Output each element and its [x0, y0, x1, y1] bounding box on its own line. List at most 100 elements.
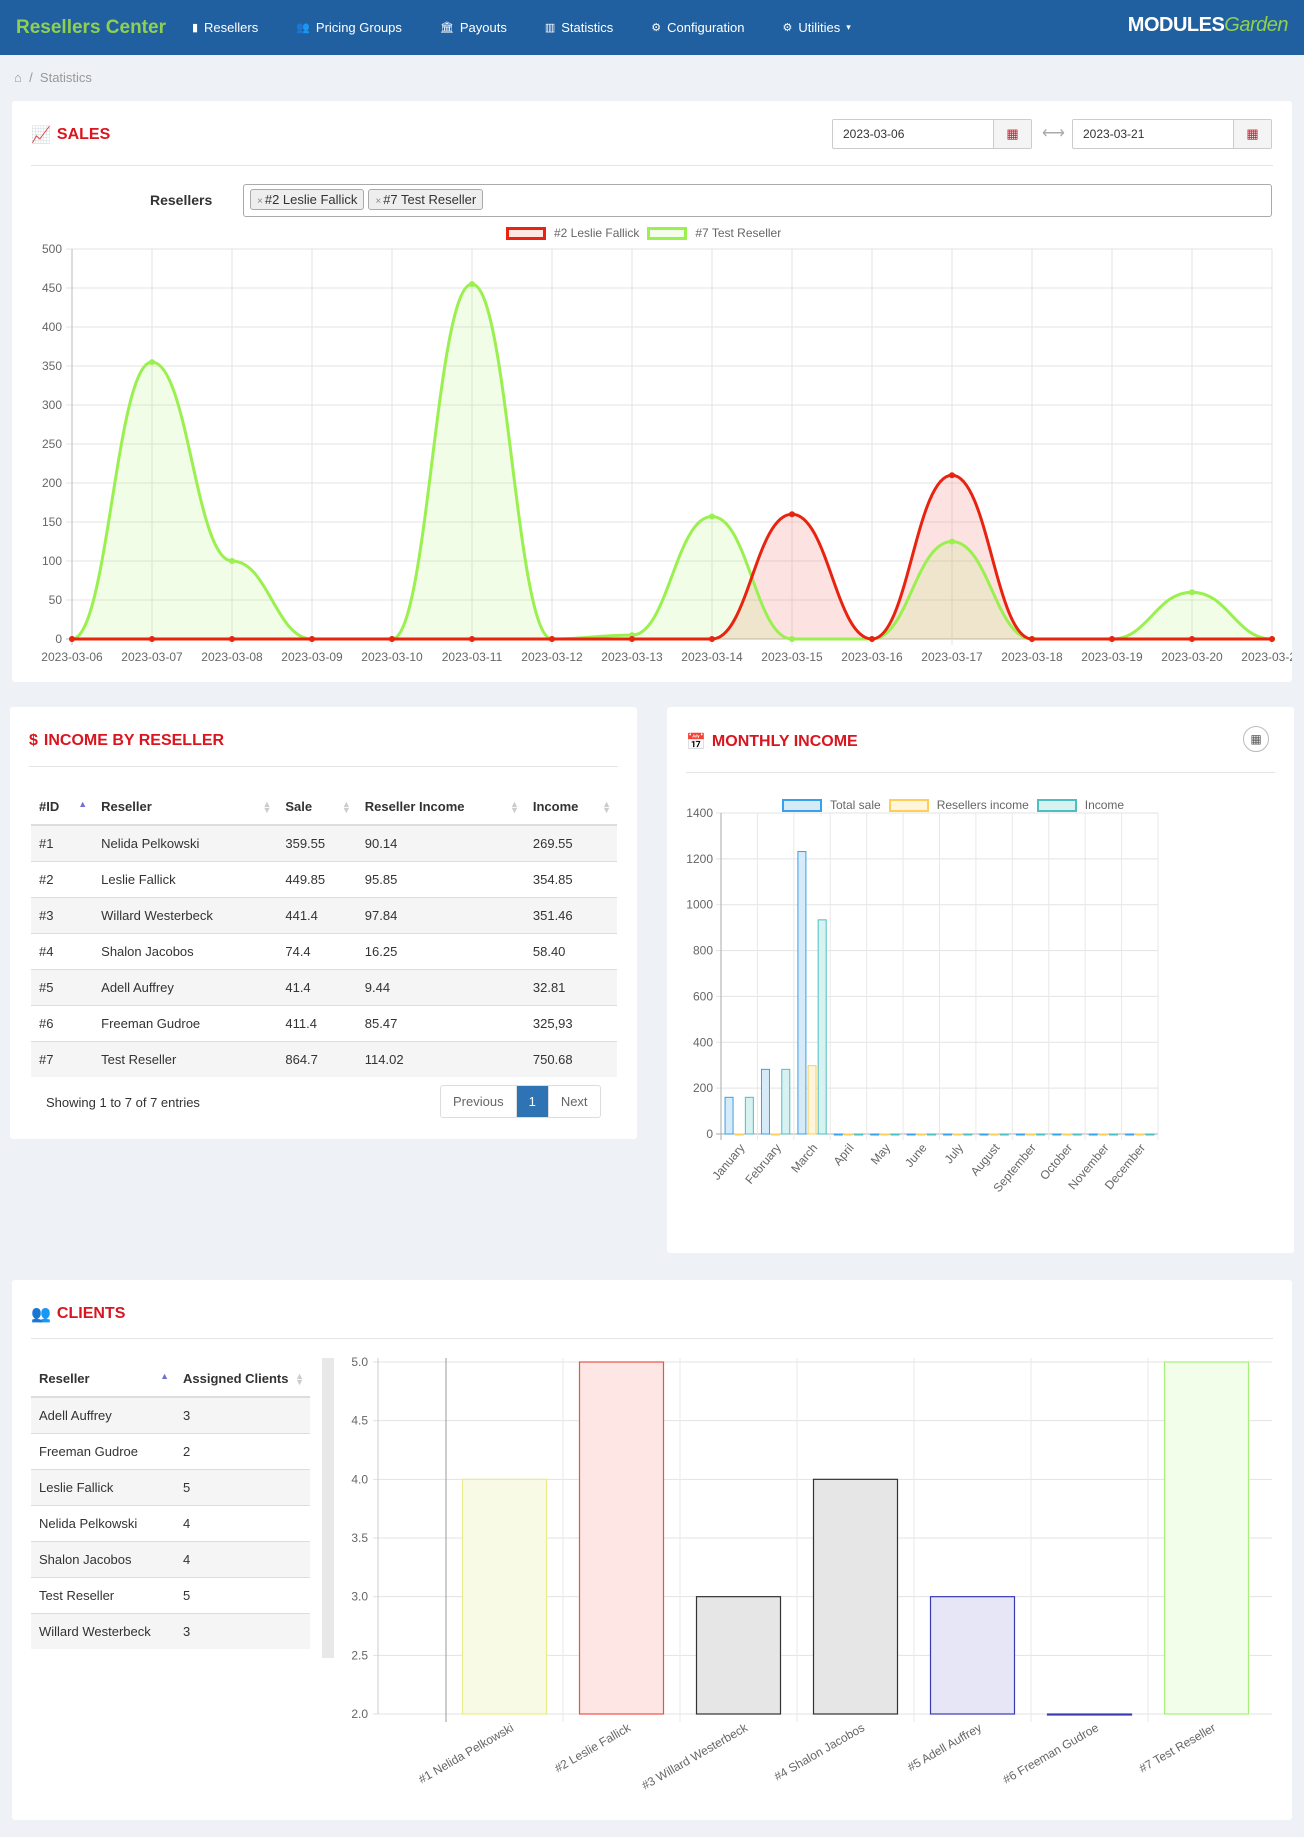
column-header[interactable]: Income ▲ ▼: [524, 789, 617, 826]
table-header: Reseller ▲ Assigned Clients ▲ ▼: [31, 1361, 310, 1398]
table-cell: Freeman Gudroe: [93, 1004, 278, 1041]
table-cell: 269.55: [524, 824, 617, 861]
x-tick-label: 2023-03-17: [921, 650, 983, 664]
page-1-button[interactable]: 1: [516, 1086, 549, 1117]
nav-payouts[interactable]: 🏛 Payouts: [439, 20, 507, 35]
gears-icon: ⚙: [651, 22, 662, 34]
y-tick-label: 1000: [686, 898, 713, 912]
x-tick-label: March: [788, 1141, 820, 1176]
x-tick-label: January: [709, 1141, 747, 1183]
table-cell: 5: [175, 1468, 310, 1505]
bar: [1135, 1133, 1145, 1136]
monthly-chart: 0 200 400 600 800 1000 1200 1400 JanuaryFebruary…: [686, 806, 1159, 1195]
table-cell: 58.40: [524, 932, 617, 969]
calendar-icon[interactable]: ▦: [1233, 120, 1271, 148]
date-to-field[interactable]: 2023-03-21 ▦: [1072, 119, 1272, 149]
nav-resellers[interactable]: ▮ Resellers: [191, 20, 259, 35]
table-cell: 16.25: [356, 932, 525, 969]
clients-chart: 2.0 2.5 3.0 3.5 4.0 4.5 5.0 #1 Nelida Pelkowski…: [351, 1355, 1272, 1793]
table-cell: 411.4: [277, 1004, 357, 1041]
reseller-tag[interactable]: × #7 Test Reseller: [368, 189, 484, 210]
bar: [843, 1133, 853, 1136]
column-header[interactable]: Assigned Clients ▲ ▼: [175, 1361, 310, 1398]
bar: [797, 851, 807, 1135]
y-tick-label: 3.0: [351, 1590, 368, 1604]
line-chart-icon: 📈: [31, 127, 51, 144]
date-from-field[interactable]: 2023-03-06 ▦: [832, 119, 1032, 149]
bar: [870, 1133, 880, 1136]
range-arrow-icon: ⟷: [1042, 125, 1065, 142]
column-header[interactable]: Sale ▲ ▼: [277, 789, 357, 826]
series-area: [72, 284, 1272, 639]
column-header[interactable]: Reseller ▲ ▼: [93, 789, 278, 826]
column-header[interactable]: Reseller ▲: [31, 1361, 175, 1398]
chevron-down-icon: ▾: [846, 22, 851, 32]
bank-icon: 🏛: [439, 22, 454, 34]
x-tick-label: July: [942, 1141, 966, 1166]
table-row: #7 Test Reseller 864.7 114.02 750.68: [31, 1040, 617, 1077]
table-row: Test Reseller 5: [31, 1576, 310, 1613]
table-header: #ID ▲ Reseller ▲ ▼ Sale ▲ ▼ Reseller Income ▲ ▼ Inc…: [31, 789, 617, 826]
table-view-button[interactable]: ▦: [1243, 726, 1269, 752]
table-cell: 351.46: [524, 896, 617, 933]
nav-utilities[interactable]: ⚙ Utilities ▾: [782, 20, 851, 35]
previous-button[interactable]: Previous: [441, 1086, 517, 1117]
home-icon[interactable]: ⌂: [14, 70, 22, 85]
x-tick-label: 2023-03-15: [761, 650, 823, 664]
nav-statistics[interactable]: ▥ Statistics: [544, 20, 614, 35]
table-cell: 3: [175, 1396, 310, 1433]
table-scrollbar[interactable]: [322, 1358, 334, 1658]
sort-icon[interactable]: ▲ ▼: [341, 799, 351, 815]
income-panel: $ INCOME BY RESELLER #ID ▲ Reseller ▲ ▼ Sale ▲ ▼…: [10, 707, 637, 1139]
x-tick-label: #1 Nelida Pelkowski: [416, 1720, 516, 1786]
sort-icon[interactable]: ▲: [160, 1371, 169, 1381]
data-point: [229, 558, 235, 564]
x-tick-label: 2023-03-06: [41, 650, 103, 664]
data-point: [789, 511, 795, 518]
calendar-icon[interactable]: ▦: [993, 120, 1031, 148]
x-tick-label: 2023-03-09: [281, 650, 343, 664]
data-point: [309, 636, 315, 642]
next-button[interactable]: Next: [560, 1094, 588, 1109]
y-tick-label: 200: [693, 1081, 713, 1095]
bar: [760, 1068, 770, 1135]
table-cell: 74.4: [277, 932, 357, 969]
bar: [1145, 1133, 1155, 1136]
bar: [817, 919, 827, 1135]
resellers-select[interactable]: × #2 Leslie Fallick × #7 Test Reseller: [243, 184, 1272, 217]
nav-pricing-groups[interactable]: 👥 Pricing Groups: [296, 20, 402, 35]
bar: [1026, 1133, 1036, 1136]
sort-icon[interactable]: ▲: [78, 799, 88, 809]
x-tick-label: June: [902, 1141, 930, 1170]
reseller-tag[interactable]: × #2 Leslie Fallick: [250, 189, 365, 210]
sales-panel: 📈 SALES 2023-03-06 ▦ ⟷ 2023-03-21 ▦ Reselle…: [12, 101, 1292, 682]
table-cell: 4: [175, 1540, 310, 1577]
data-point: [709, 513, 715, 520]
table-cell: Shalon Jacobos: [93, 932, 278, 969]
data-point: [229, 636, 235, 642]
y-tick-label: 250: [42, 437, 62, 451]
brand[interactable]: Resellers Center: [16, 16, 166, 38]
nav-configuration[interactable]: ⚙ Configuration: [651, 20, 745, 35]
bar: [1109, 1133, 1119, 1136]
resellers-label: Resellers: [150, 192, 213, 208]
column-header[interactable]: #ID ▲: [31, 789, 94, 826]
sort-icon[interactable]: ▲ ▼: [509, 799, 519, 815]
sort-icon[interactable]: ▲ ▼: [295, 1371, 304, 1387]
table-cell: 32.81: [524, 968, 617, 1005]
y-tick-label: 50: [49, 593, 63, 607]
bar: [880, 1133, 890, 1136]
y-tick-label: 600: [693, 989, 713, 1003]
column-header[interactable]: Reseller Income ▲ ▼: [356, 789, 525, 826]
bar: [979, 1133, 989, 1136]
users-icon: 👥: [31, 1306, 51, 1323]
x-tick-label: #3 Willard Westerbeck: [639, 1720, 751, 1793]
x-tick-label: #5 Adell Auffrey: [905, 1720, 984, 1774]
table-cell: 114.02: [356, 1040, 525, 1077]
table-cell: 4: [175, 1504, 310, 1541]
sort-icon[interactable]: ▲ ▼: [602, 799, 611, 815]
breadcrumb: ⌂ / Statistics: [14, 70, 92, 85]
bar: [812, 1478, 899, 1715]
sort-icon[interactable]: ▲ ▼: [262, 799, 272, 815]
data-point: [549, 636, 555, 642]
